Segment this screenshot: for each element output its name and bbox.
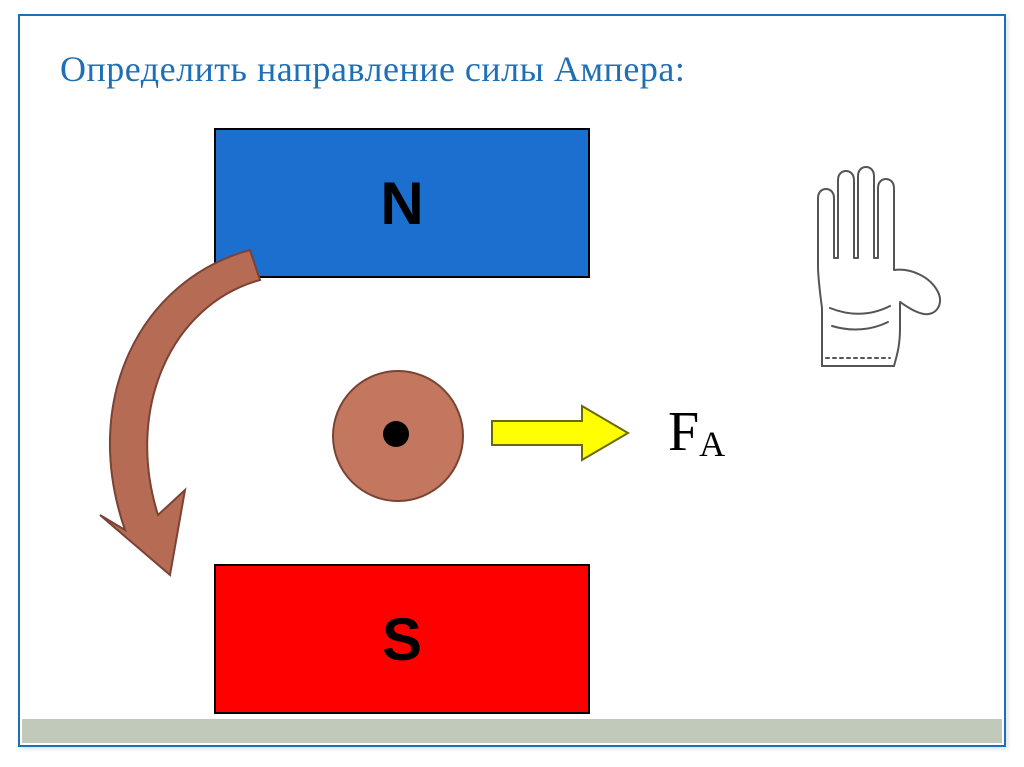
force-arrow-path: [492, 406, 628, 460]
force-arrow-icon: [490, 404, 630, 462]
force-label-sub: A: [699, 424, 725, 464]
force-label-main: F: [668, 401, 699, 463]
slide-title: Определить направление силы Ампера:: [60, 48, 685, 90]
left-hand-icon: [760, 158, 960, 386]
curved-arrow-path: [100, 250, 260, 575]
force-label: FA: [668, 400, 725, 464]
south-label: S: [382, 605, 422, 674]
current-out-of-page-dot: [383, 421, 409, 447]
north-label: N: [380, 169, 423, 238]
magnet-south-pole: S: [214, 564, 590, 714]
slide-baseboard: [22, 719, 1002, 743]
magnetic-field-arrow-icon: [80, 240, 300, 580]
hand-outline: [818, 167, 940, 366]
slide: Определить направление силы Ампера: N S …: [0, 0, 1024, 767]
